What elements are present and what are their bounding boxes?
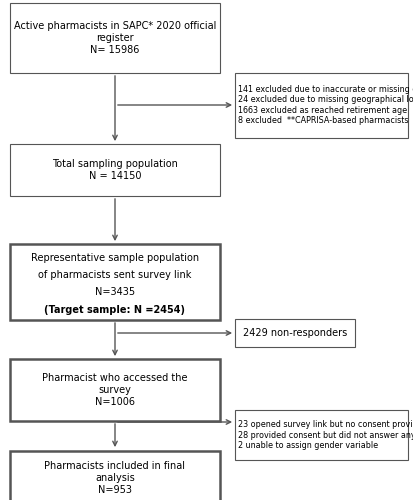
Bar — [10, 450, 220, 500]
Text: N=3435: N=3435 — [95, 288, 135, 298]
Text: 141 excluded due to inaccurate or missing email address
24 excluded due to missi: 141 excluded due to inaccurate or missin… — [238, 85, 413, 125]
Text: (Target sample: N =2454): (Target sample: N =2454) — [45, 304, 185, 314]
Bar — [10, 144, 220, 196]
Text: Representative sample population: Representative sample population — [31, 253, 199, 263]
Bar — [10, 359, 220, 421]
Bar — [10, 3, 220, 73]
Text: Pharmacist who accessed the
survey
N=1006: Pharmacist who accessed the survey N=100… — [42, 374, 188, 406]
Text: 23 opened survey link but no consent provided
28 provided consent but did not an: 23 opened survey link but no consent pro… — [238, 420, 413, 450]
Bar — [235, 72, 408, 138]
Text: 2429 non-responders: 2429 non-responders — [243, 328, 347, 338]
Bar — [10, 244, 220, 320]
Bar — [235, 319, 355, 347]
Bar — [235, 410, 408, 460]
Text: Active pharmacists in SAPC* 2020 official
register
N= 15986: Active pharmacists in SAPC* 2020 officia… — [14, 22, 216, 54]
Text: Total sampling population
N = 14150: Total sampling population N = 14150 — [52, 159, 178, 181]
Text: Pharmacists included in final
analysis
N=953: Pharmacists included in final analysis N… — [45, 462, 185, 494]
Text: of pharmacists sent survey link: of pharmacists sent survey link — [38, 270, 192, 280]
